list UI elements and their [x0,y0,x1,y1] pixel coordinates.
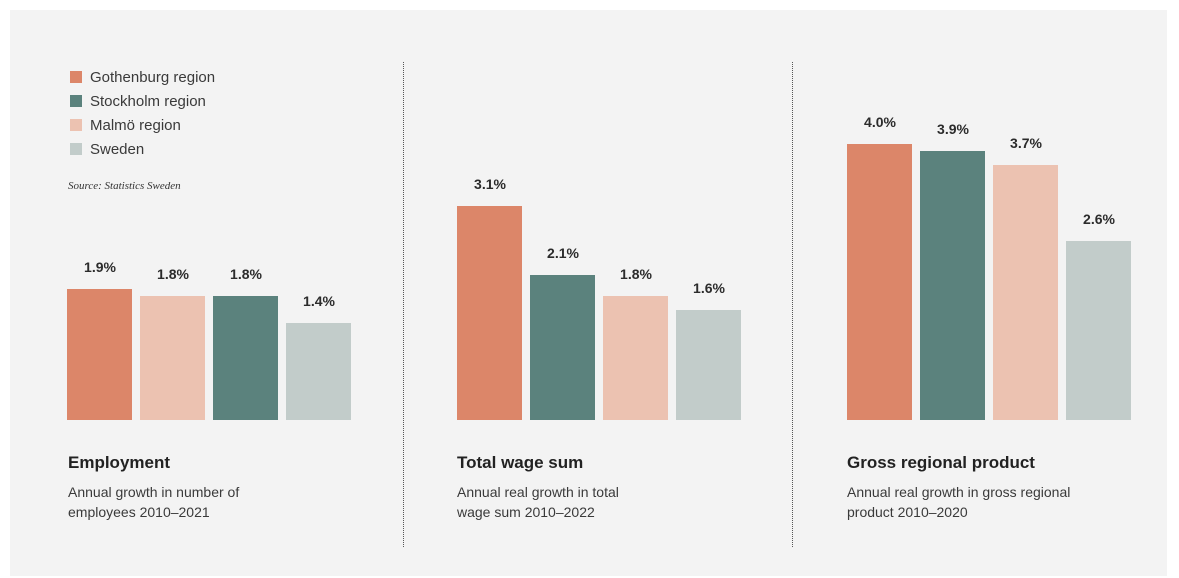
data-label: 1.9% [84,258,116,275]
legend-swatch [70,119,82,131]
source-note: Source: Statistics Sweden [68,180,181,192]
data-label: 4.0% [864,114,896,130]
legend: Gothenburg region Stockholm region Malmö… [70,65,215,161]
bar [1066,240,1131,420]
bar [213,295,278,420]
bar [676,309,741,420]
chart-title-wage-sum: Total wage sum [457,453,584,472]
bar [530,275,595,420]
data-label: 1.4% [303,293,335,310]
data-label: 1.8% [620,265,652,282]
legend-item: Malmö region [70,113,215,137]
bar [286,323,351,420]
chart-panel: Gothenburg region Stockholm region Malmö… [10,10,1167,576]
bar [140,295,205,420]
divider [403,62,404,547]
bar [603,295,668,420]
data-label: 1.6% [693,279,725,296]
data-label: 2.6% [1083,210,1115,227]
legend-item: Sweden [70,137,215,161]
legend-item: Gothenburg region [70,65,215,89]
chart-subtitle-employment: Annual growth in number of employees 201… [68,484,240,520]
bar [847,144,912,420]
legend-swatch [70,71,82,83]
data-label: 1.8% [157,265,189,282]
bar [67,288,132,420]
chart-subtitle-grp: Annual real growth in gross regional pro… [847,484,1071,520]
legend-swatch [70,143,82,155]
legend-label: Stockholm region [90,92,206,110]
data-label: 3.1% [474,176,506,193]
bar [920,150,985,420]
chart-subtitle-wage-sum: Annual real growth in total wage sum 201… [457,484,619,520]
data-label: 3.7% [1010,134,1042,151]
bar [457,206,522,420]
legend-label: Sweden [90,140,145,158]
chart-title-grp: Gross regional product [847,453,1035,472]
divider [792,62,793,547]
legend-label: Gothenburg region [90,68,216,86]
legend-item: Stockholm region [70,89,215,113]
legend-label: Malmö region [90,116,181,134]
data-label: 1.8% [230,265,262,282]
legend-swatch [70,95,82,107]
data-label: 3.9% [937,120,969,137]
chart-title-employment: Employment [68,453,171,472]
bar [993,164,1058,420]
data-label: 2.1% [547,245,579,262]
